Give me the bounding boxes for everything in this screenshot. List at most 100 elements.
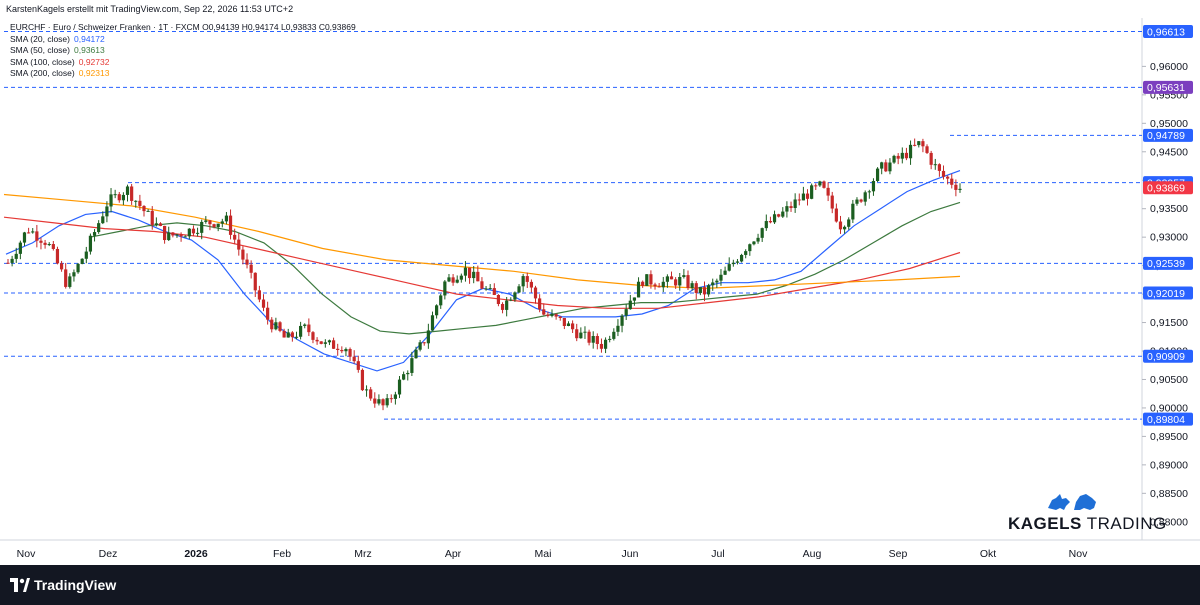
candle-body xyxy=(113,194,117,196)
sma50-row[interactable]: SMA (50, close) 0,93613 xyxy=(10,45,356,57)
candle-body xyxy=(10,258,14,263)
candle-body xyxy=(101,216,105,224)
candle-body xyxy=(620,315,624,326)
candle-body xyxy=(459,275,463,280)
x-tick-label: Okt xyxy=(980,548,996,560)
watermark-bold: KAGELS xyxy=(1008,514,1082,533)
candle-body xyxy=(665,276,669,282)
legend: EURCHF · Euro / Schweizer Franken · 1T ·… xyxy=(10,22,356,80)
candle-body xyxy=(443,281,447,296)
candle-body xyxy=(80,258,84,264)
candle-body xyxy=(167,232,171,241)
candle-body xyxy=(616,325,620,332)
candle-body xyxy=(344,349,348,352)
candle-body xyxy=(550,314,554,316)
x-tick-label: Jun xyxy=(622,548,639,560)
candle-body xyxy=(793,199,797,209)
candle-body xyxy=(723,270,727,275)
candle-body xyxy=(336,348,340,350)
x-tick-label: Apr xyxy=(445,548,462,560)
candle-body xyxy=(690,283,694,288)
candle-body xyxy=(591,336,595,343)
candle-body xyxy=(389,398,393,400)
candle-body xyxy=(855,199,859,204)
candle-body xyxy=(546,314,550,316)
candle-body xyxy=(237,239,241,250)
candle-body xyxy=(558,316,562,318)
candle-body xyxy=(158,223,163,226)
candle-body xyxy=(739,254,744,262)
sma20-row[interactable]: SMA (20, close) 0,94172 xyxy=(10,34,356,46)
candle-body xyxy=(896,155,900,159)
candle-body xyxy=(500,304,505,310)
bull-bear-icon xyxy=(1048,494,1096,510)
sma-line xyxy=(3,193,961,290)
candle-body xyxy=(154,223,158,225)
sma-line xyxy=(89,201,961,335)
candle-body xyxy=(645,274,649,286)
candle-body xyxy=(447,277,451,282)
candle-body xyxy=(204,220,208,222)
x-tick-label: Mai xyxy=(535,548,552,560)
candle-body xyxy=(64,269,68,287)
candle-body xyxy=(946,176,950,179)
candle-body xyxy=(472,271,476,279)
candle-body xyxy=(888,162,892,172)
candle-body xyxy=(702,287,707,295)
chart-area[interactable]: CHF0,960000,955000,950000,945000,940000,… xyxy=(0,0,1200,565)
candle-body xyxy=(402,374,406,380)
candle-body xyxy=(533,287,538,299)
sma200-label: SMA (200, close) xyxy=(10,68,75,79)
candle-body xyxy=(212,224,216,228)
candle-body xyxy=(657,286,661,288)
candle-body xyxy=(719,274,723,281)
candle-body xyxy=(917,141,921,146)
candle-body xyxy=(517,286,521,293)
sma50-value: 0,93613 xyxy=(74,45,105,56)
candle-body xyxy=(641,281,645,286)
x-tick-label: Nov xyxy=(17,548,36,560)
y-tick-label: 0,93500 xyxy=(1150,203,1188,215)
price-tag-label: 0,92019 xyxy=(1147,288,1185,300)
candle-body xyxy=(171,232,175,236)
candle-body xyxy=(257,290,261,300)
sma20-value: 0,94172 xyxy=(74,33,105,44)
footer-bar: TradingView xyxy=(0,565,1200,605)
candle-body xyxy=(76,263,80,273)
candle-body xyxy=(72,272,76,277)
candle-body xyxy=(381,399,385,406)
candle-body xyxy=(84,251,88,259)
candle-body xyxy=(426,330,430,344)
candle-body xyxy=(278,322,282,331)
candle-body xyxy=(884,162,888,172)
candle-body xyxy=(937,164,941,171)
candle-body xyxy=(764,221,768,229)
candle-body xyxy=(27,232,31,234)
candle-body xyxy=(311,332,315,340)
tradingview-logo-icon[interactable] xyxy=(10,576,30,594)
candle-body xyxy=(529,281,533,288)
candle-body xyxy=(649,274,653,285)
sma200-row[interactable]: SMA (200, close) 0,92313 xyxy=(10,68,356,80)
candle-body xyxy=(538,298,542,310)
candle-body xyxy=(43,242,47,245)
price-tag-label: 0,93869 xyxy=(1147,182,1185,194)
candle-body xyxy=(406,372,410,375)
candle-body xyxy=(608,338,612,340)
sma100-label: SMA (100, close) xyxy=(10,56,75,67)
top-bar: KarstenKagels erstellt mit TradingView.c… xyxy=(0,0,1200,18)
y-tick-label: 0,94500 xyxy=(1150,146,1188,158)
tradingview-brand[interactable]: TradingView xyxy=(34,577,117,593)
candle-body xyxy=(352,356,356,362)
x-tick-label: Feb xyxy=(273,548,291,560)
candle-body xyxy=(348,349,352,357)
price-tag-box xyxy=(1143,80,1193,94)
candle-body xyxy=(364,389,369,391)
candle-body xyxy=(340,349,344,352)
candle-body xyxy=(624,309,628,316)
candle-body xyxy=(492,288,496,295)
candle-body xyxy=(744,251,748,255)
sma100-row[interactable]: SMA (100, close) 0,92732 xyxy=(10,57,356,69)
candle-body xyxy=(785,206,789,212)
candle-body xyxy=(830,195,834,209)
